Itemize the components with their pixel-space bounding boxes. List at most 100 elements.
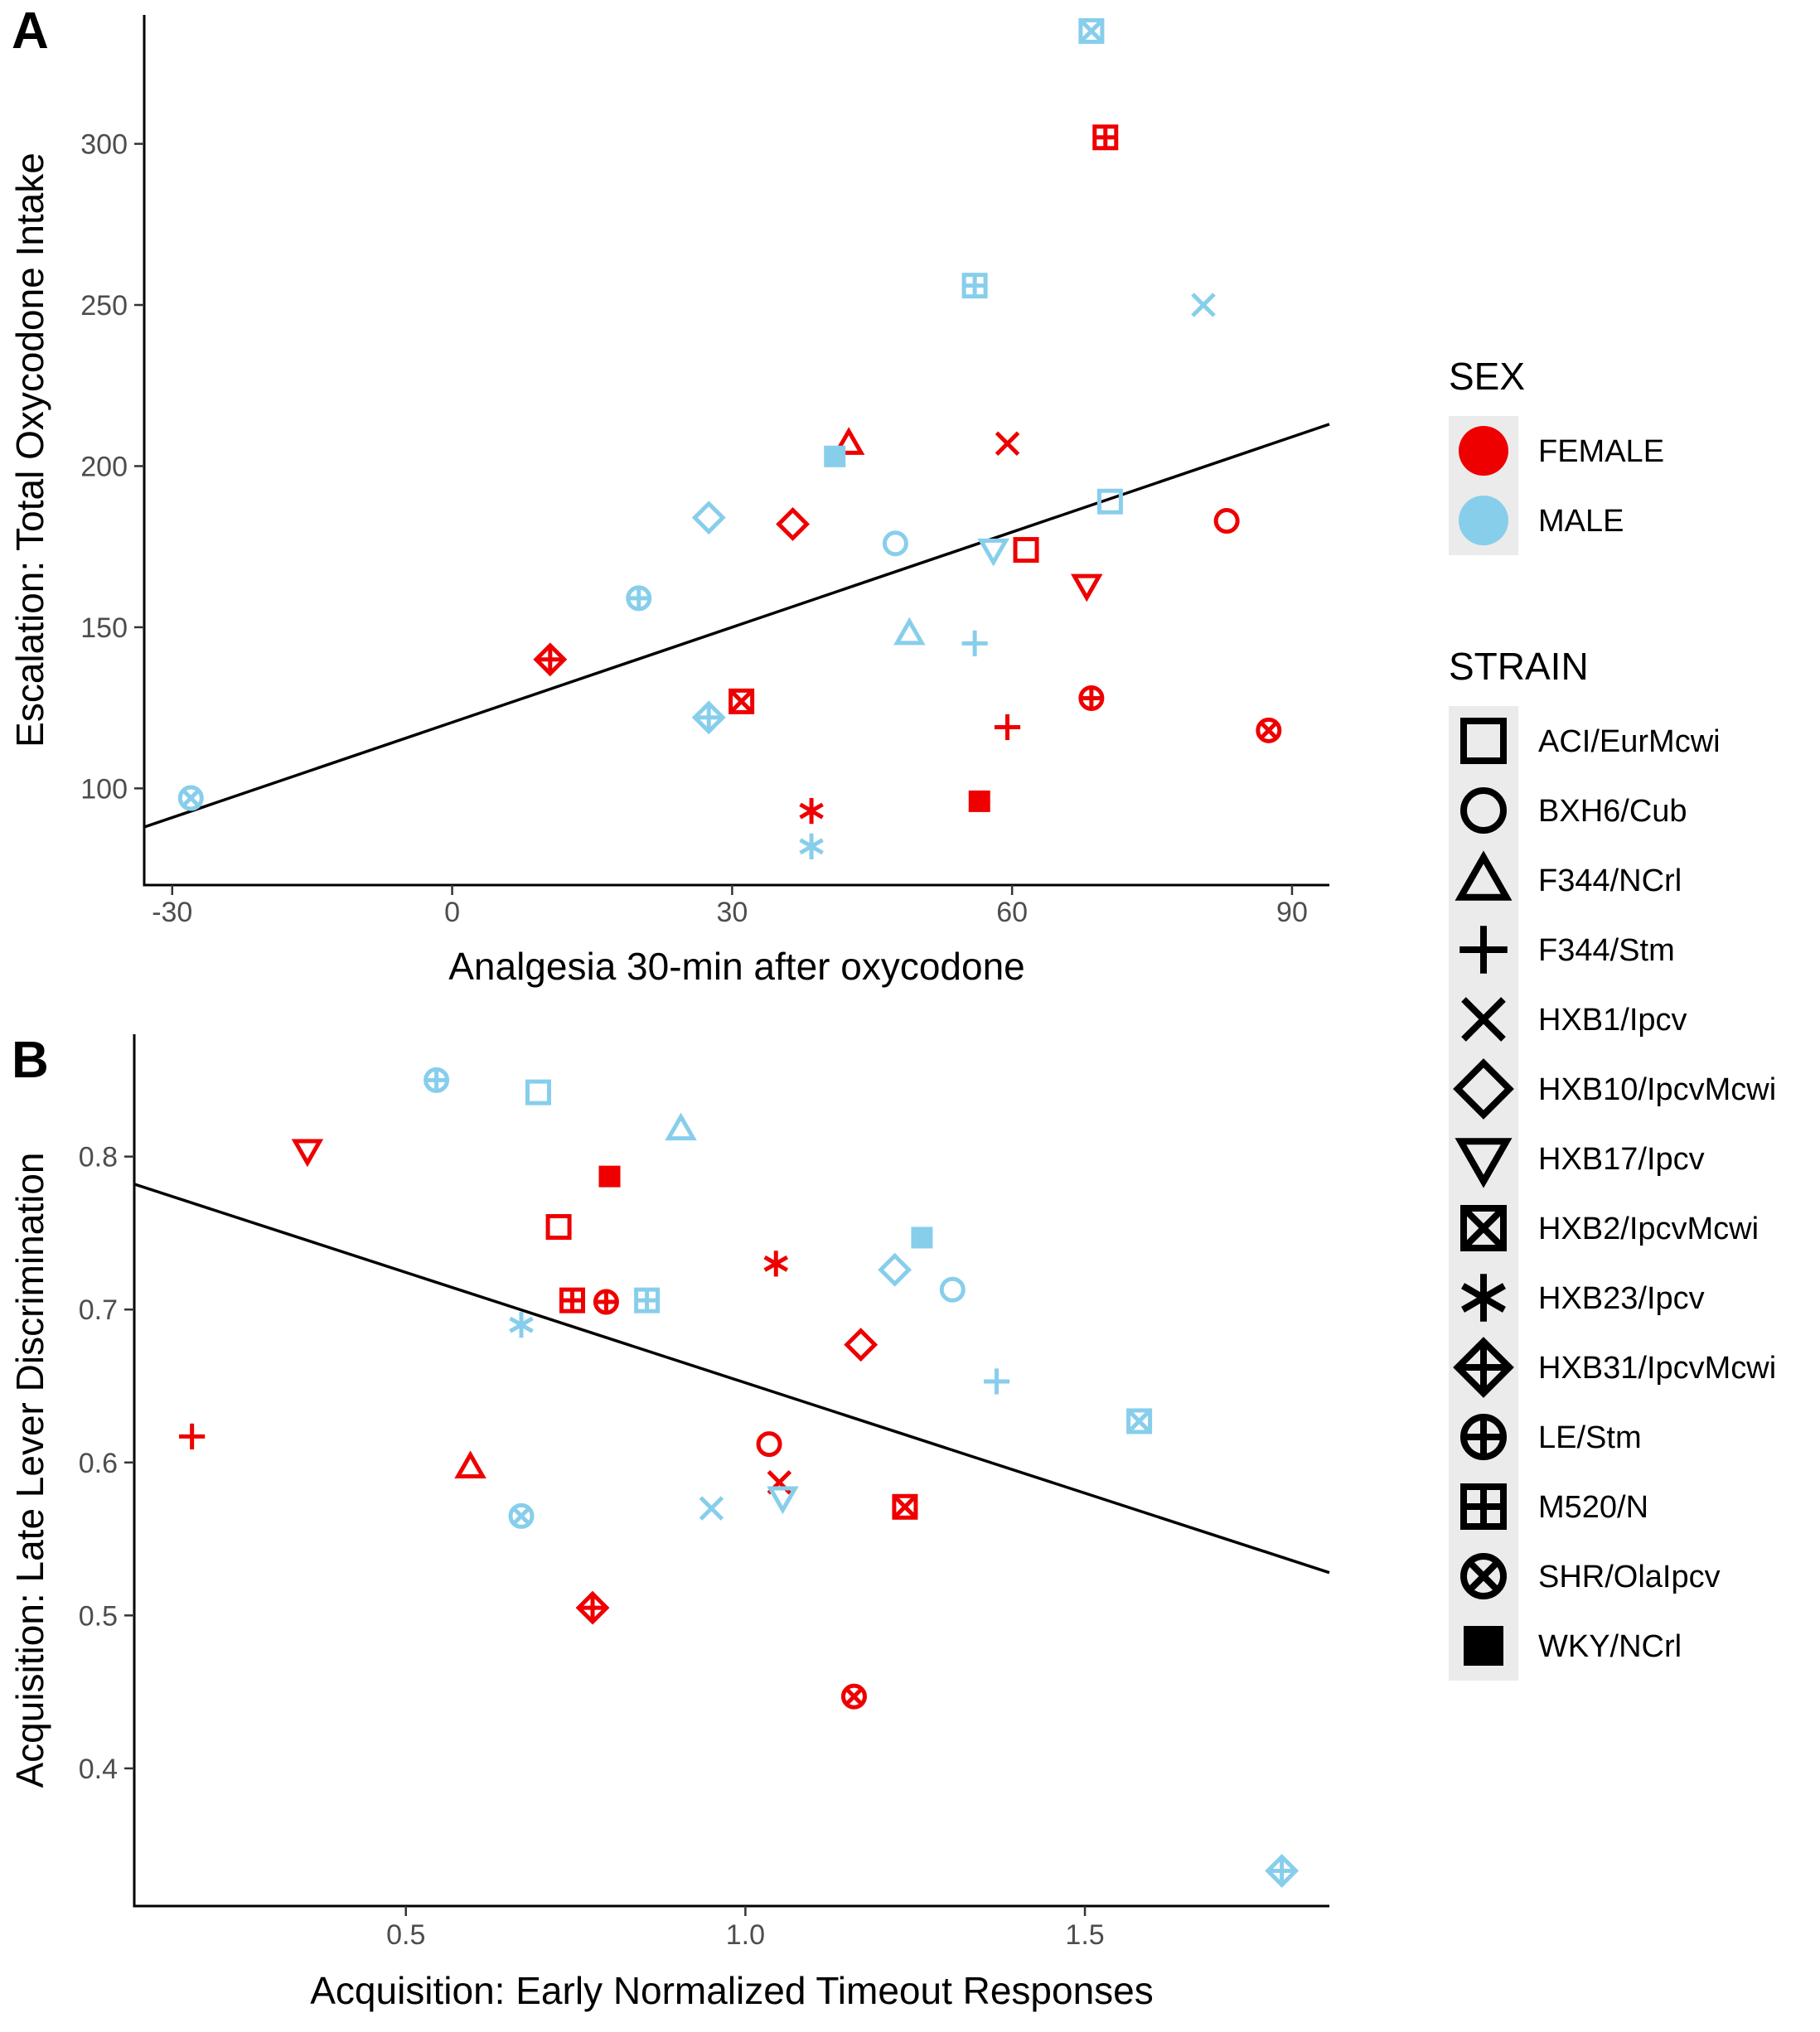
panel-a-point-hxb23-ipcv-male: [799, 833, 824, 859]
legend-strain-item-hxb1-ipcv: HXB1/Ipcv: [1461, 997, 1687, 1042]
square-plus-icon: [1460, 1483, 1507, 1530]
legend-strain-item-label: HXB17/Ipcv: [1538, 1142, 1705, 1177]
legend-strain-item-label: LE/Stm: [1538, 1420, 1642, 1455]
panel-b: B 0.5 1.0 1.5 0.4 0.5 0.6 0.7 0.8 Acquisition: E…: [8, 1032, 1330, 2012]
legend-strain-item-hxb2-ipcvmcwi: HXB2/IpcvMcwi: [1460, 1205, 1759, 1251]
legend-strain-item-label: WKY/NCrl: [1538, 1629, 1682, 1664]
legend-strain-item-label: F344/Stm: [1538, 933, 1675, 968]
legend-strain-item-label: HXB1/Ipcv: [1538, 1003, 1687, 1038]
panel-a-point-hxb31-ipcvmcwi-male: [691, 700, 726, 735]
cross-icon: [1461, 997, 1506, 1042]
panel-a-point-hxb1-ipcv-female: [995, 431, 1020, 456]
panel-b-point-aci-eurmcwi-female: [545, 1214, 572, 1241]
panel-a-point-le-stm-female: [1078, 685, 1105, 711]
panel-b-point-hxb23-ipcv-female: [763, 1251, 789, 1277]
panel-b-y-tick-label: 0.4: [79, 1754, 118, 1785]
panel-b-point-hxb10-ipcvmcwi-male: [878, 1252, 912, 1287]
panel-a-point-f344-stm-male: [961, 630, 988, 656]
legend-strain-item-f344-ncrl: F344/NCrl: [1455, 850, 1682, 901]
panel-a-y-tick-label: 300: [80, 129, 128, 161]
panel-a-point-hxb2-ipcvmcwi-male: [1078, 17, 1105, 44]
panel-b-y-tick-label: 0.6: [79, 1448, 118, 1479]
panel-a-point-f344-ncrl-female: [832, 427, 865, 455]
panel-a-x-tick-label: 30: [716, 897, 748, 928]
panel-a-point-hxb17-ipcv-male: [977, 538, 1009, 567]
legend-strain-item-label: HXB10/IpcvMcwi: [1538, 1072, 1776, 1107]
panel-a-x-tick-label: -30: [152, 897, 192, 928]
panel-b-x-tick-label: 0.5: [386, 1919, 425, 1951]
legend-sex-item-label: FEMALE: [1538, 434, 1664, 469]
legend-strain-item-bxh6-cub: BXH6/Cub: [1460, 787, 1687, 834]
panel-a: A -30 0 30 60 90 100 150 200 250 300 Analgesia 30-…: [8, 2, 1330, 988]
legend-strain-title: STRAIN: [1449, 645, 1589, 688]
panel-b-y-tick-label: 0.8: [79, 1142, 118, 1173]
legend-sex-key-dot: [1459, 426, 1508, 476]
panel-b-point-bxh6-cub-female: [756, 1431, 782, 1458]
legend-strain-item-label: M520/N: [1538, 1490, 1648, 1525]
panel-b-point-aci-eurmcwi-male: [525, 1079, 551, 1106]
panel-a-y-tick-label: 100: [80, 773, 128, 805]
legend: SEX FEMALE MALE STRAIN ACI/EurMcwi BXH6/Cu…: [1449, 355, 1776, 1681]
panel-b-point-f344-stm-female: [179, 1423, 206, 1449]
panel-a-point-f344-stm-female: [994, 714, 1021, 741]
panel-b-point-f344-ncrl-female: [454, 1450, 486, 1479]
legend-strain-item-le-stm: LE/Stm: [1460, 1414, 1642, 1460]
panel-a-regression-line: [143, 423, 1330, 829]
triangle-icon: [1455, 850, 1513, 901]
legend-strain-item-f344-stm: F344/Stm: [1459, 926, 1675, 974]
panel-a-point-m520-n-female: [1092, 124, 1119, 151]
panel-b-y-tick-label: 0.7: [79, 1294, 118, 1326]
legend-strain-item-m520-n: M520/N: [1460, 1483, 1648, 1530]
legend-strain-item-hxb17-ipcv: HXB17/Ipcv: [1455, 1138, 1705, 1188]
panel-b-point-bxh6-cub-male: [939, 1276, 966, 1303]
legend-sex-key-dot: [1459, 496, 1508, 545]
panel-b-point-hxb31-ipcvmcwi-male: [1265, 1854, 1300, 1888]
legend-strain-item-label: HXB23/Ipcv: [1538, 1281, 1705, 1316]
legend-strain-item-label: BXH6/Cub: [1538, 794, 1687, 829]
legend-strain-item-aci-eurmcwi: ACI/EurMcwi: [1460, 718, 1721, 764]
panel-b-y-axis-title: Acquisition: Late Lever Discrimination: [8, 1152, 51, 1788]
square-icon: [1460, 718, 1507, 764]
panel-b-point-wky-ncrl-male: [911, 1226, 933, 1249]
legend-sex-item-female: FEMALE: [1459, 426, 1664, 476]
panel-b-point-f344-stm-male: [983, 1368, 1010, 1395]
panel-b-x-tick-label: 1.0: [726, 1919, 765, 1951]
panel-a-x-tick-label: 90: [1276, 897, 1308, 928]
panel-a-y-tick-label: 200: [80, 451, 128, 482]
asterisk-icon: [1461, 1274, 1506, 1322]
panel-a-point-wky-ncrl-female: [968, 790, 990, 812]
panel-a-point-hxb1-ipcv-male: [1191, 293, 1216, 317]
panel-b-regression-line: [133, 1183, 1330, 1575]
panel-b-point-wky-ncrl-female: [598, 1165, 621, 1188]
panel-b-label: B: [12, 1032, 49, 1089]
panel-b-point-hxb17-ipcv-male: [767, 1486, 799, 1515]
panel-b-point-m520-n-female: [559, 1287, 585, 1314]
panel-a-point-aci-eurmcwi-female: [1013, 537, 1039, 564]
panel-a-y-axis-title: Escalation: Total Oxycodone Intake: [8, 152, 51, 747]
panel-a-point-le-stm-male: [626, 585, 652, 612]
panel-a-point-hxb10-ipcvmcwi-male: [691, 501, 726, 535]
panel-a-point-bxh6-cub-male: [882, 530, 908, 557]
panel-a-x-tick-label: 60: [996, 897, 1028, 928]
panel-a-point-bxh6-cub-female: [1213, 508, 1240, 535]
legend-strain-item-hxb23-ipcv: HXB23/Ipcv: [1461, 1274, 1705, 1322]
legend-strain-item-label: F344/NCrl: [1538, 864, 1682, 898]
panel-b-x-axis-title: Acquisition: Early Normalized Timeout Re…: [310, 1969, 1154, 2012]
legend-strain-item-wky-ncrl: WKY/NCrl: [1464, 1626, 1682, 1666]
panel-b-point-hxb23-ipcv-male: [509, 1312, 534, 1338]
plus-icon: [1459, 926, 1508, 974]
panel-a-point-wky-ncrl-male: [824, 445, 846, 467]
panel-a-point-f344-ncrl-male: [893, 617, 926, 646]
triangle-down-icon: [1455, 1138, 1513, 1188]
panel-a-y-tick-label: 150: [80, 612, 128, 644]
square-filled-icon: [1464, 1626, 1503, 1666]
legend-sex-title: SEX: [1449, 355, 1525, 398]
panel-b-point-le-stm-male: [424, 1067, 450, 1093]
panel-b-point-hxb10-ipcvmcwi-female: [844, 1328, 879, 1362]
circle-icon: [1460, 787, 1507, 834]
panel-b-x-tick-label: 1.5: [1065, 1919, 1104, 1951]
panel-b-point-hxb2-ipcvmcwi-male: [1126, 1408, 1153, 1434]
panel-b-point-le-stm-female: [593, 1289, 619, 1315]
panel-b-point-shr-olaipcv-male: [508, 1502, 535, 1529]
